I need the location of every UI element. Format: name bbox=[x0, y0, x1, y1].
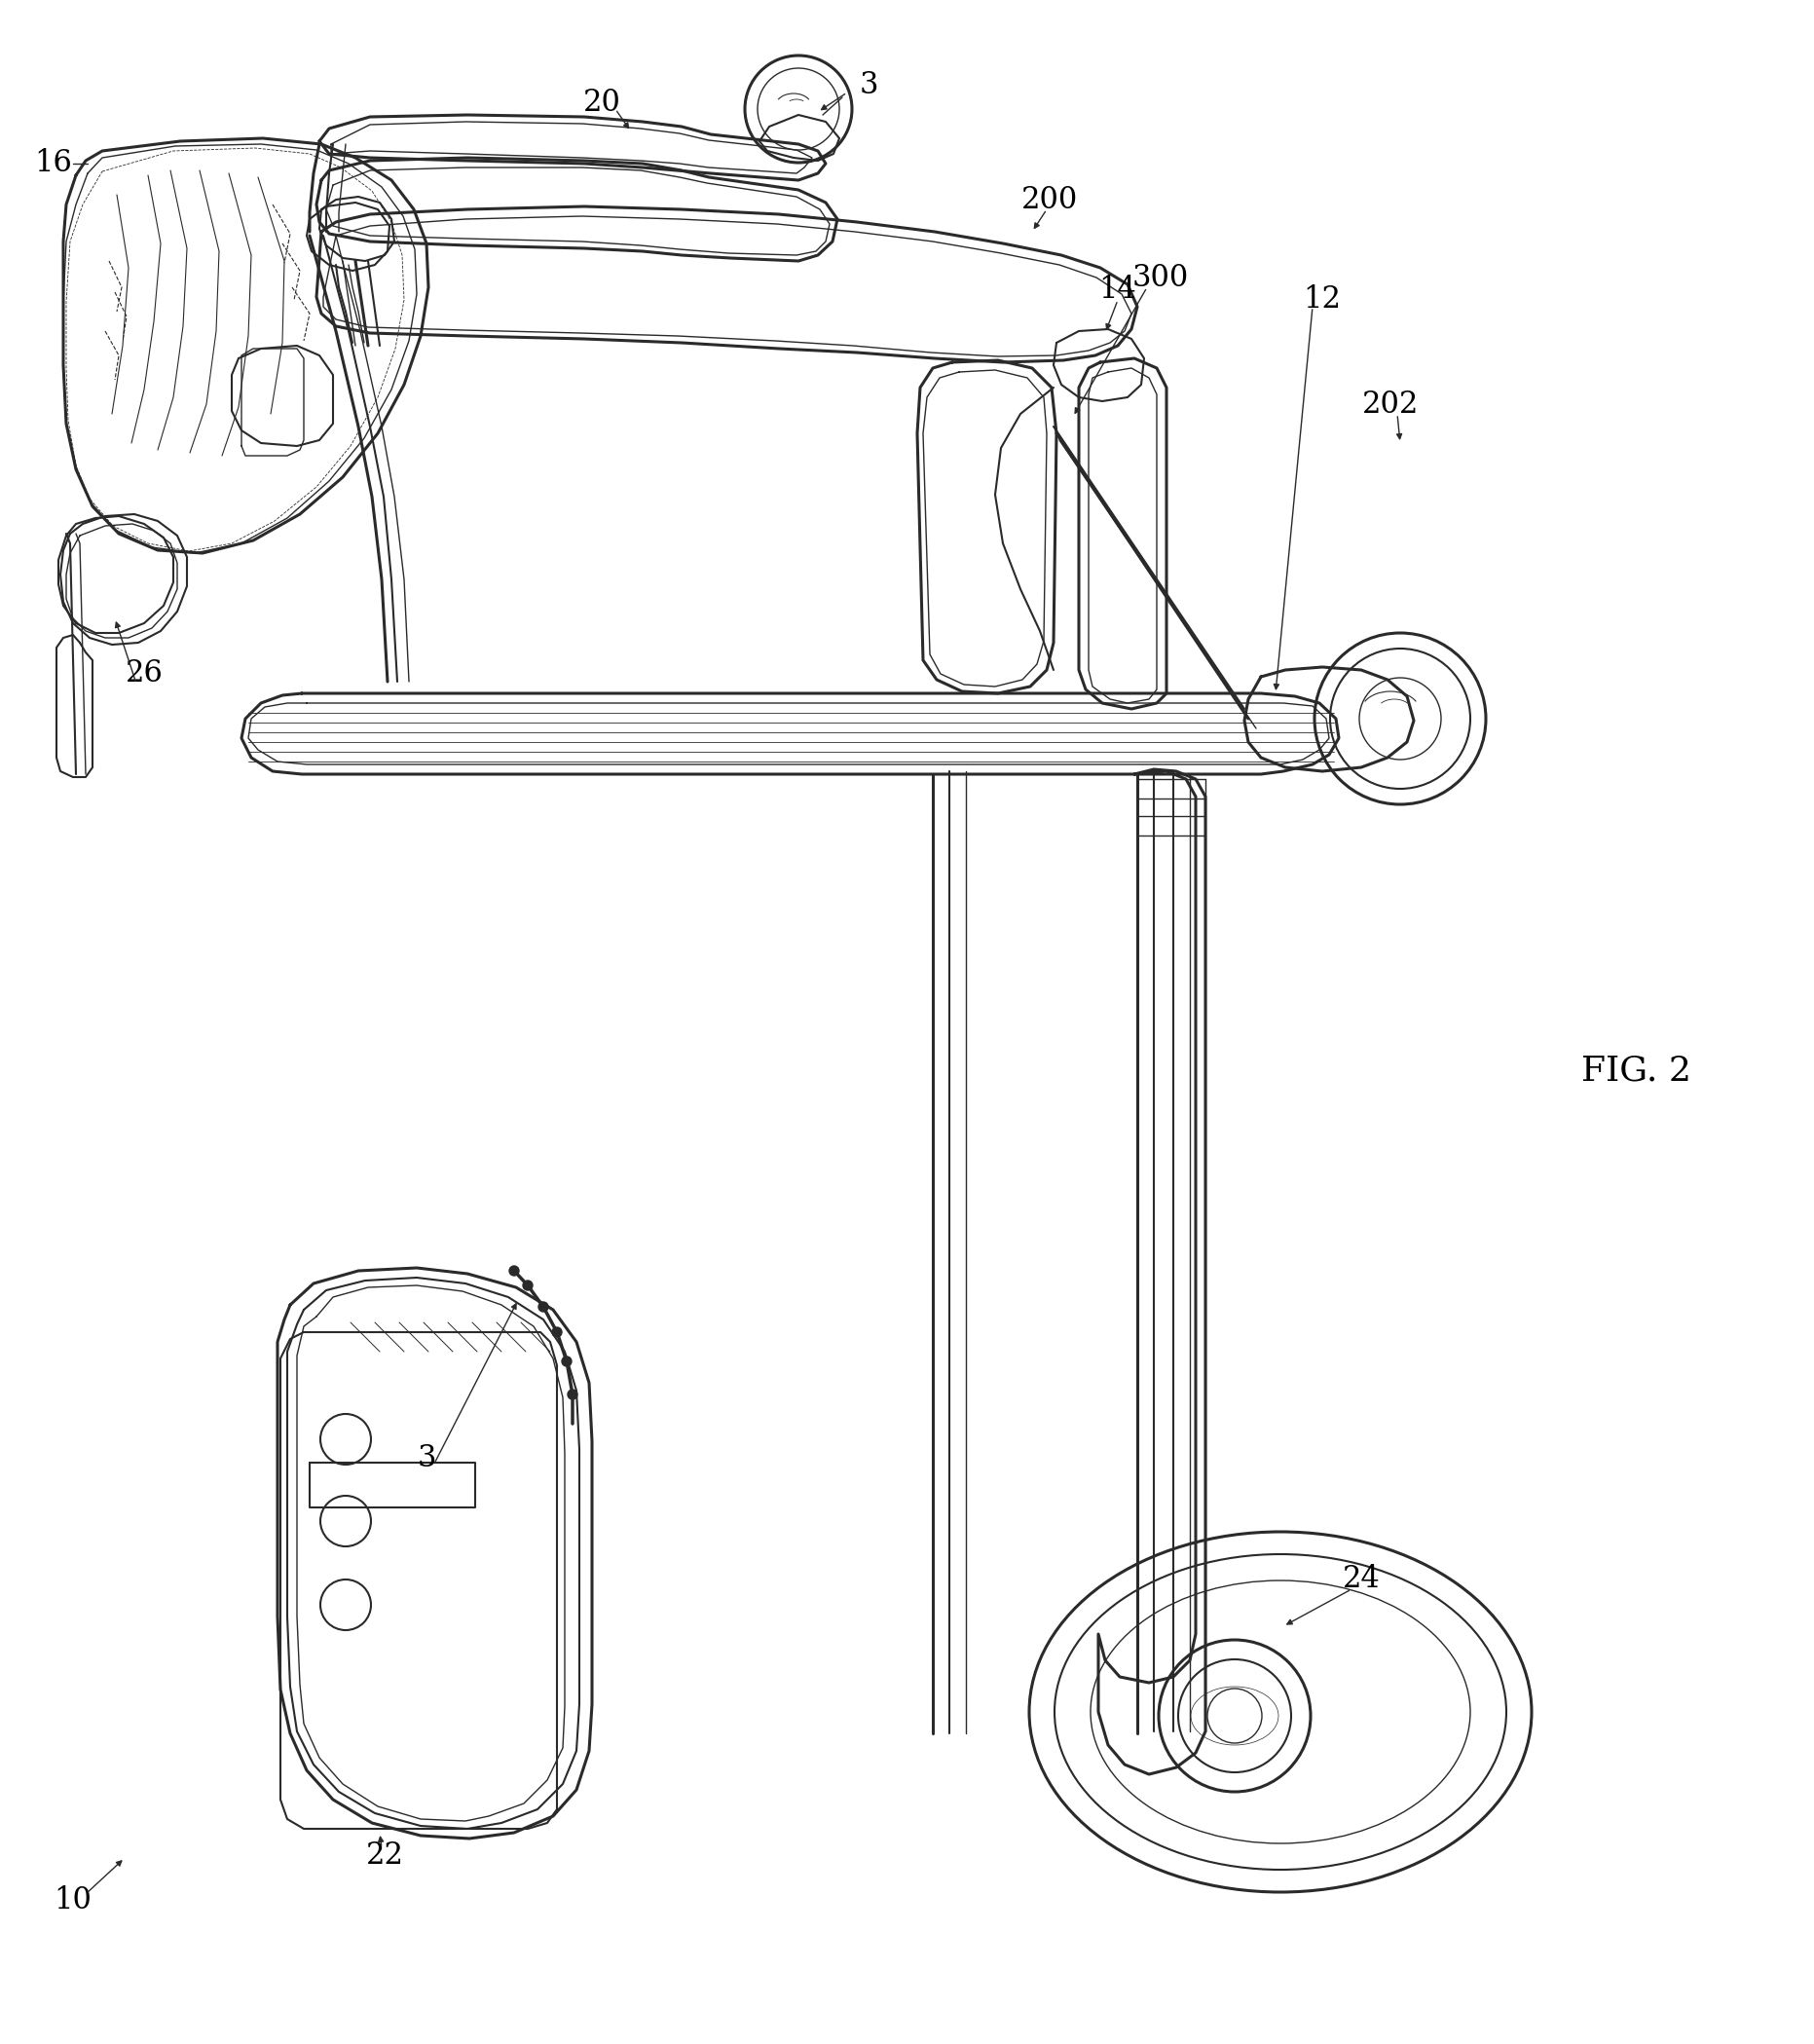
Text: 26: 26 bbox=[125, 658, 163, 689]
Text: 3: 3 bbox=[417, 1443, 435, 1474]
Text: 300: 300 bbox=[1132, 262, 1188, 292]
Circle shape bbox=[568, 1390, 577, 1400]
Text: 16: 16 bbox=[34, 149, 73, 178]
Circle shape bbox=[522, 1280, 533, 1290]
Circle shape bbox=[539, 1302, 548, 1312]
Text: 22: 22 bbox=[366, 1840, 403, 1870]
Text: FIG. 2: FIG. 2 bbox=[1580, 1055, 1691, 1087]
Text: 24: 24 bbox=[1342, 1564, 1380, 1594]
Circle shape bbox=[551, 1327, 562, 1337]
Text: 202: 202 bbox=[1362, 388, 1419, 419]
Text: 3: 3 bbox=[860, 72, 878, 100]
Circle shape bbox=[562, 1357, 571, 1365]
Circle shape bbox=[510, 1265, 519, 1275]
Text: 12: 12 bbox=[1302, 284, 1341, 315]
Text: 20: 20 bbox=[582, 88, 620, 117]
Text: 10: 10 bbox=[54, 1887, 93, 1915]
Text: 200: 200 bbox=[1021, 184, 1078, 215]
Text: 14: 14 bbox=[1099, 276, 1137, 305]
